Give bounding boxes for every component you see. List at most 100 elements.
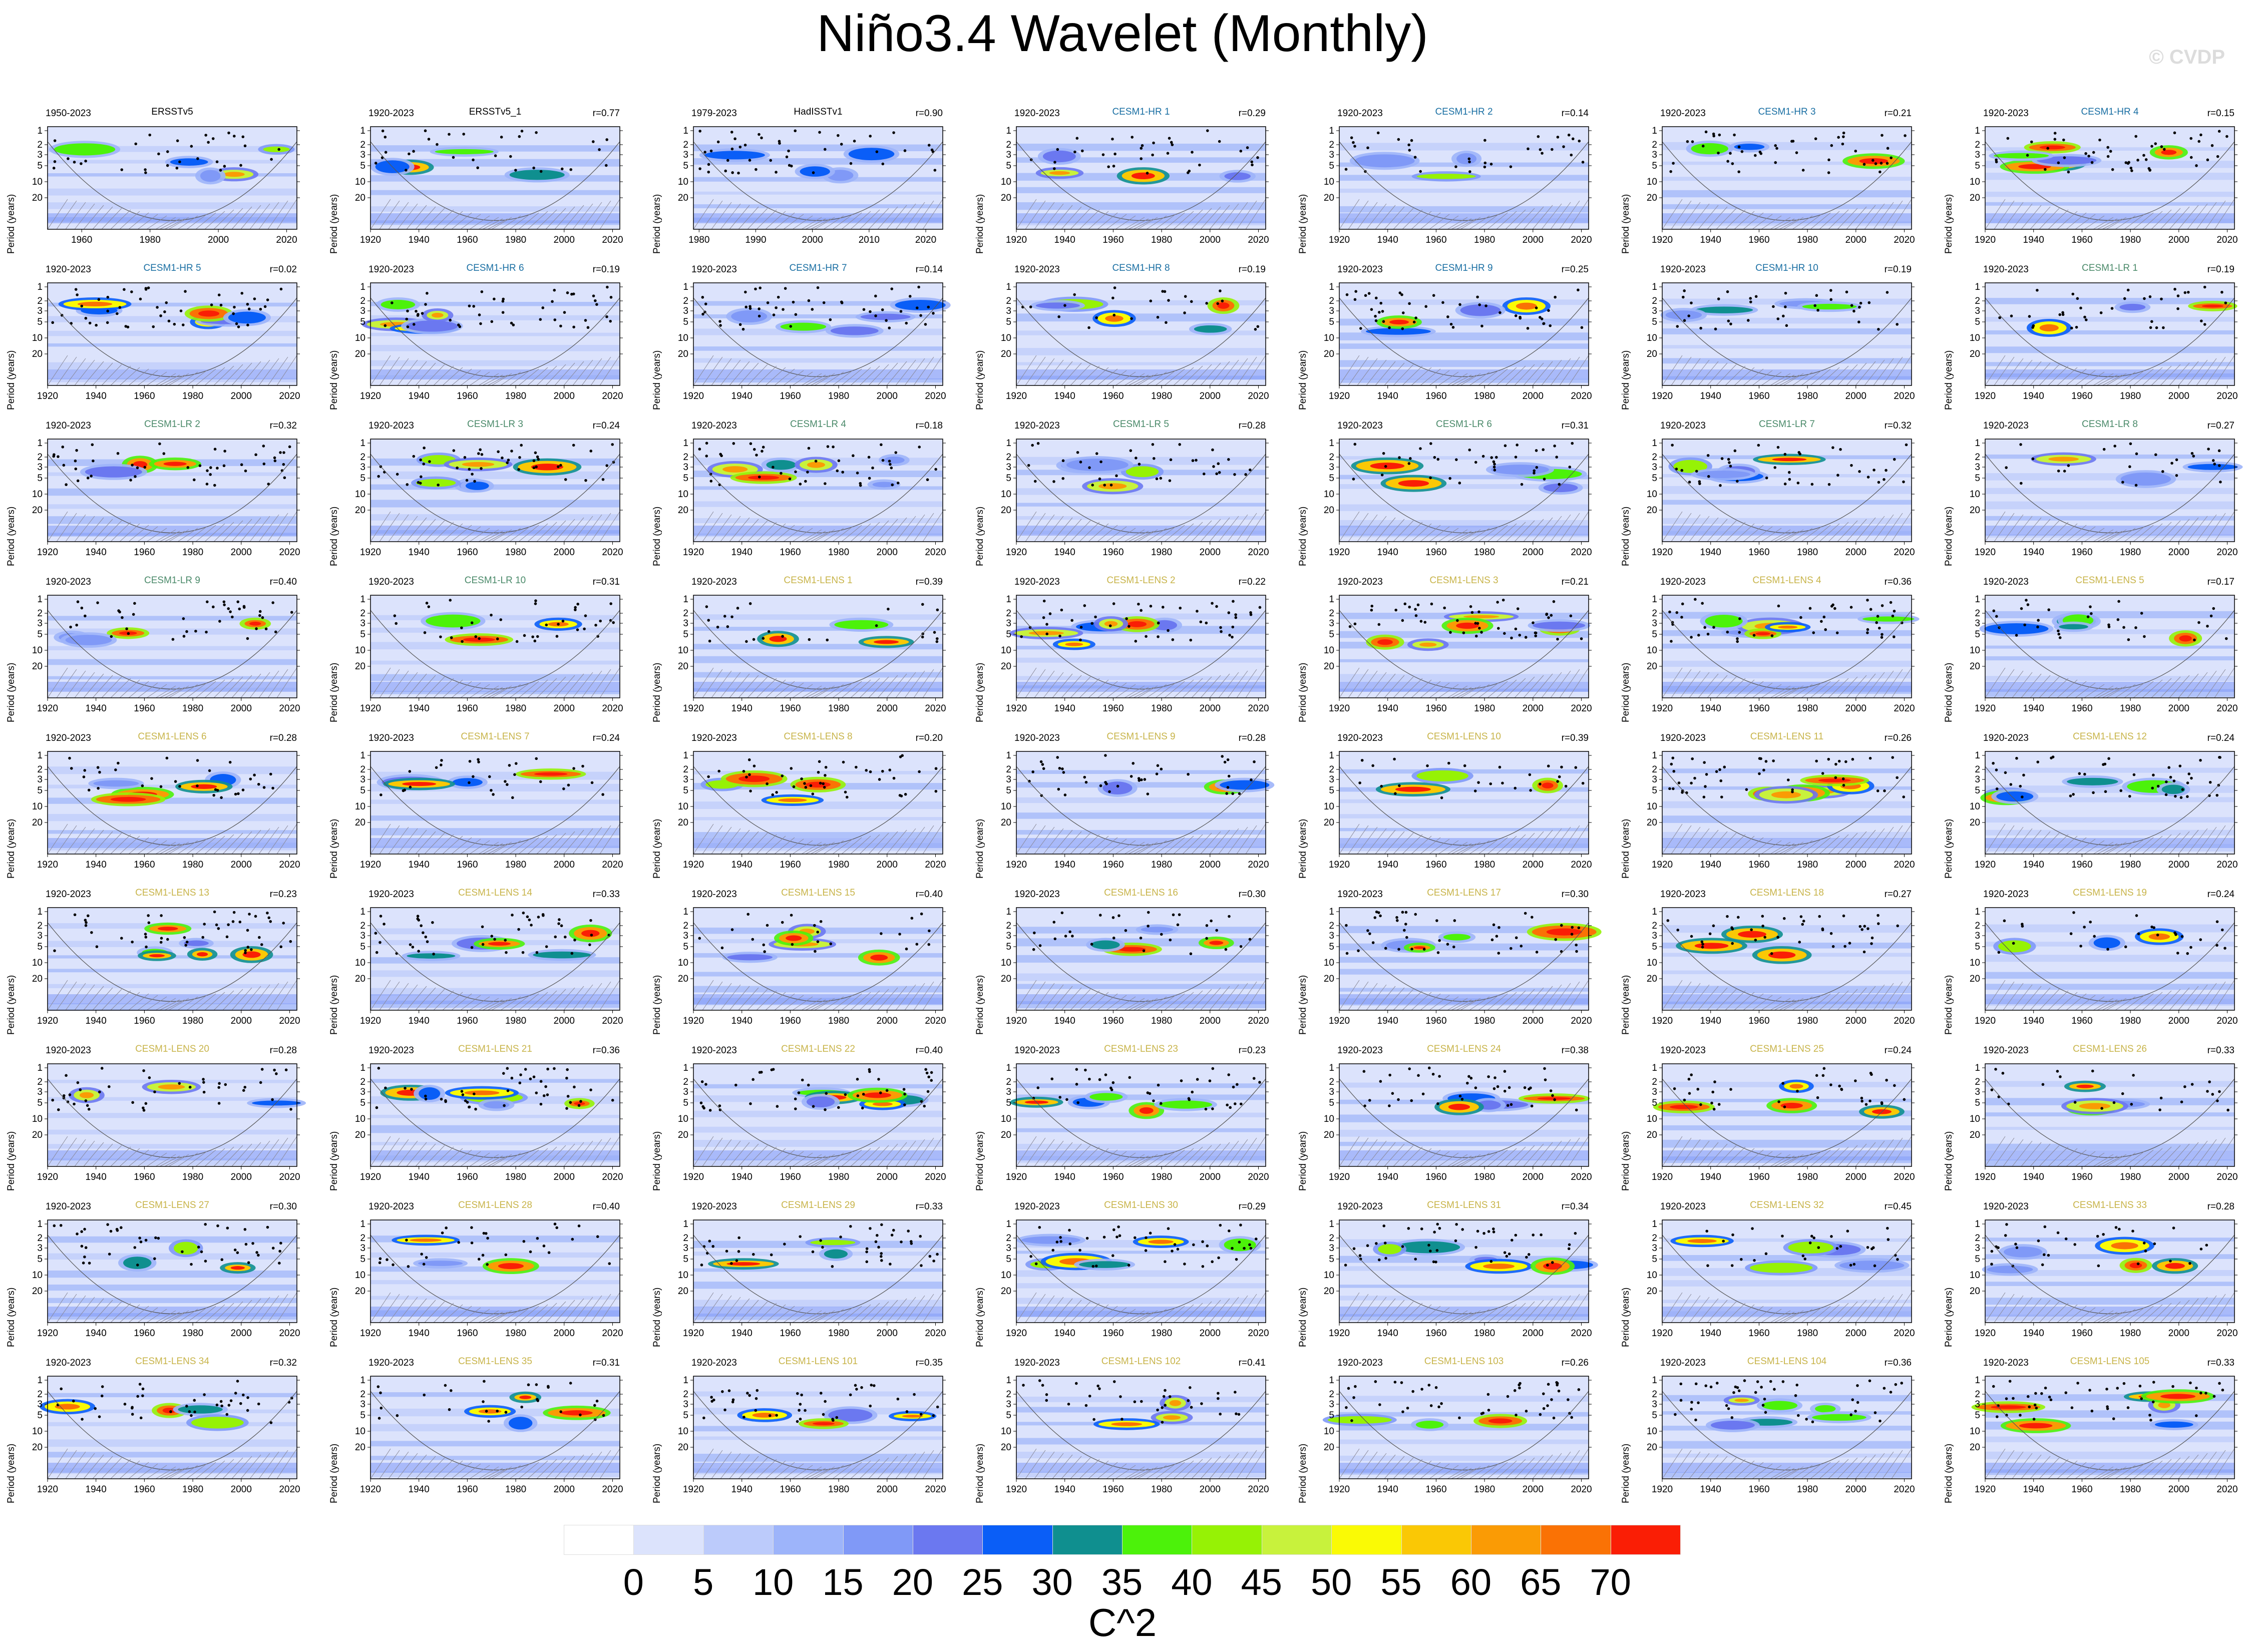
coi-hatch [1236, 669, 1257, 698]
plot-frame [370, 439, 620, 542]
coi-hatch [1124, 842, 1145, 855]
y-tick-label: 5 [1975, 161, 1980, 171]
significance-dot [1167, 299, 1170, 302]
significance-dot [254, 915, 257, 918]
coi-hatch [2084, 528, 2105, 542]
significance-dot [452, 156, 455, 159]
coi-hatch [913, 825, 934, 855]
x-tick-label: 2000 [1523, 860, 1544, 870]
significance-dot [1995, 615, 1998, 618]
coi-hatch [2057, 523, 2078, 542]
significance-dot [1029, 305, 1032, 308]
significance-dot [887, 607, 890, 611]
significance-dot [74, 467, 78, 471]
x-tick-label: 1920 [1652, 860, 1673, 870]
y-tick-label: 1 [37, 282, 43, 292]
significance-dot [178, 160, 181, 164]
x-tick-label: 1980 [1151, 1016, 1172, 1026]
significance-dot [267, 483, 270, 486]
coi-hatch [1698, 361, 1719, 386]
coi-hatch [1088, 992, 1109, 1011]
power-band [693, 644, 943, 650]
coi-hatch [1716, 676, 1737, 698]
significance-dot [1404, 911, 1408, 914]
significance-dot [2057, 161, 2060, 165]
coi-hatch [738, 362, 759, 386]
significance-dot [794, 313, 798, 316]
significance-dot [184, 944, 188, 947]
coi-hatch [536, 209, 557, 230]
coi-hatch [370, 823, 391, 855]
x-tick-label: 1980 [505, 860, 526, 870]
significance-dot [1171, 638, 1175, 641]
significance-dot [67, 157, 70, 160]
significance-dot [1849, 606, 1853, 609]
significance-dot [231, 920, 235, 923]
significance-dot [1998, 316, 2001, 319]
significance-dot [1509, 947, 1513, 950]
significance-dot [1045, 632, 1049, 636]
significance-dot [2122, 626, 2125, 629]
coi-hatch [240, 986, 261, 1011]
significance-dot [1703, 761, 1706, 764]
coi-hatch [1339, 355, 1360, 386]
significance-dot [905, 321, 908, 325]
x-tick-label: 1960 [780, 860, 801, 870]
x-tick-label: 1920 [1975, 547, 1996, 558]
power-band [1339, 475, 1589, 480]
significance-dot [1695, 470, 1698, 473]
significance-dot [2197, 140, 2201, 143]
significance-dot [1790, 140, 1793, 143]
significance-dot [730, 928, 734, 931]
panel-period-label: 1920-2023 [1337, 733, 1383, 743]
coi-hatch [877, 831, 898, 855]
significance-dot [1058, 766, 1061, 770]
significance-dot [1717, 297, 1720, 300]
panel-correlation-label: r=0.22 [1238, 577, 1266, 587]
cone-of-influence [47, 610, 297, 689]
x-tick-label: 1940 [1700, 391, 1721, 401]
coi-hatch [765, 992, 786, 1011]
significance-dot [513, 773, 516, 776]
coi-hatch [397, 359, 418, 386]
y-tick-label: 3 [360, 462, 365, 473]
power-band [1662, 369, 1912, 379]
coi-hatch [1155, 526, 1176, 542]
coi-hatch [1487, 993, 1508, 1011]
panel-period-label: 1920-2023 [1660, 577, 1706, 587]
x-tick-label: 1940 [1700, 860, 1721, 870]
power-band [1339, 143, 1589, 151]
significance-dot [698, 448, 701, 451]
coi-hatch [572, 672, 593, 698]
coi-hatch [1146, 684, 1167, 698]
plot-frame [1016, 595, 1266, 698]
coi-hatch [810, 218, 831, 230]
coi-hatch [1106, 839, 1127, 855]
coi-hatch [1671, 825, 1692, 855]
significance-dot [420, 924, 423, 927]
significance-dot [1357, 949, 1360, 952]
significance-dot [867, 456, 871, 459]
significance-dot [1423, 621, 1427, 624]
significance-dot [1801, 169, 1805, 172]
x-tick-label: 1940 [1054, 235, 1075, 245]
coi-hatch [460, 526, 481, 542]
significance-dot [1547, 616, 1550, 619]
y-tick-label: 10 [678, 958, 688, 968]
power-band [1016, 330, 1266, 335]
wavelet-panel: 1 2 3 5 10 20 1920 1940 1960 1980 2000 2020 1920-202… [323, 727, 645, 885]
coi-hatch [850, 836, 871, 855]
significance-dot [806, 471, 809, 474]
coi-hatch [478, 529, 499, 542]
coi-hatch [2160, 208, 2181, 230]
y-tick-label: 5 [360, 942, 365, 952]
significance-dot [2019, 443, 2022, 446]
power-band [1985, 202, 2234, 206]
significance-dot [881, 308, 884, 311]
coi-hatch [1532, 361, 1553, 386]
coi-hatch [545, 520, 566, 542]
significance-dot [1079, 626, 1083, 629]
y-tick-label: 5 [683, 629, 688, 640]
power-contour [509, 170, 565, 180]
coi-hatch [74, 359, 95, 386]
